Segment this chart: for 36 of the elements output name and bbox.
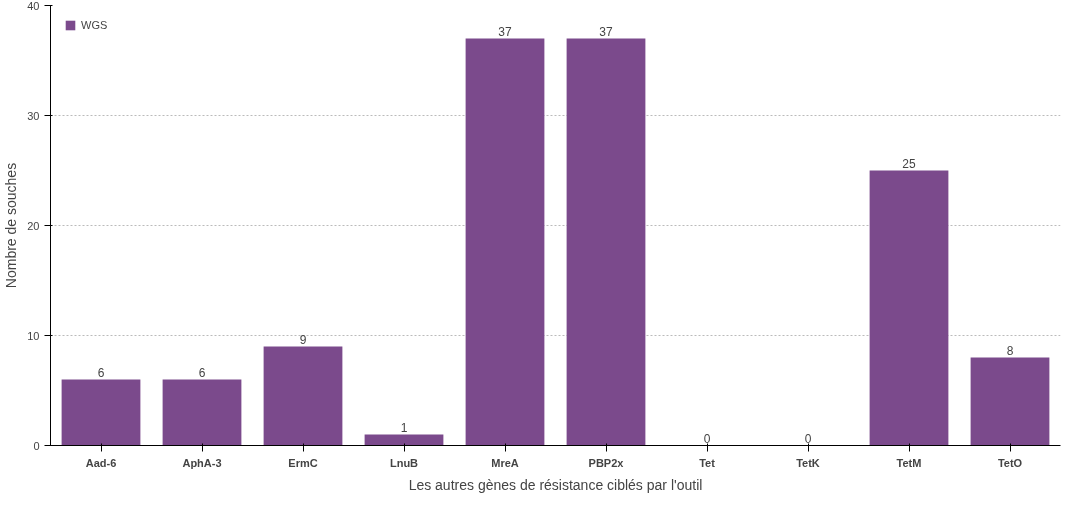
bar bbox=[869, 170, 949, 446]
x-tick-label: TetO bbox=[997, 456, 1023, 469]
legend-label: WGS bbox=[81, 19, 108, 31]
x-tick-label: LnuB bbox=[389, 456, 419, 469]
bar bbox=[263, 346, 343, 446]
data-label: 9 bbox=[299, 332, 307, 347]
x-tick-label: Aad-6 bbox=[85, 456, 117, 469]
bar bbox=[61, 379, 141, 446]
x-tick-label: ErmC bbox=[288, 456, 318, 469]
y-tick-label: 10 bbox=[27, 329, 40, 342]
x-tick-label: MreA bbox=[491, 456, 519, 469]
bar bbox=[566, 38, 646, 446]
data-label: 37 bbox=[599, 24, 613, 39]
data-label: 6 bbox=[198, 365, 206, 380]
data-label: 6 bbox=[97, 365, 105, 380]
x-tick-label: PBP2x bbox=[588, 456, 625, 469]
bar bbox=[364, 434, 444, 446]
data-label: 37 bbox=[498, 24, 512, 39]
x-tick-label: AphA-3 bbox=[182, 456, 222, 469]
data-label: 0 bbox=[804, 431, 812, 446]
y-tick-label: 0 bbox=[33, 439, 40, 452]
y-tick-label: 20 bbox=[27, 219, 40, 232]
y-tick-label: 40 bbox=[27, 0, 40, 12]
x-axis-title: Les autres gènes de résistance ciblés par l'outil bbox=[408, 476, 703, 493]
data-label: 8 bbox=[1006, 343, 1014, 358]
bar bbox=[465, 38, 545, 446]
bar bbox=[970, 357, 1050, 446]
y-axis-title: Nombre de souches bbox=[3, 162, 20, 289]
x-tick-label: Tet bbox=[699, 456, 716, 469]
bar bbox=[162, 379, 242, 446]
data-label: 1 bbox=[400, 420, 408, 435]
data-label: 25 bbox=[902, 156, 916, 171]
data-label: 0 bbox=[703, 431, 711, 446]
x-tick-label: TetK bbox=[796, 456, 820, 469]
x-tick-label: TetM bbox=[896, 456, 922, 469]
y-tick-label: 30 bbox=[27, 109, 40, 122]
